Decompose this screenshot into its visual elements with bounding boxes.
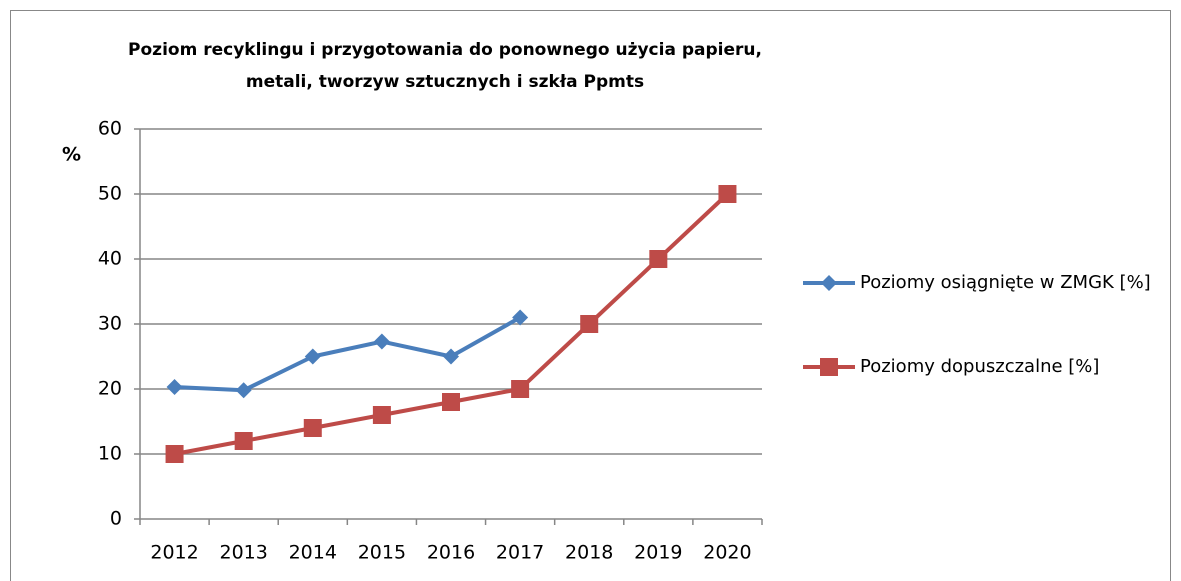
x-tick-label: 2019	[634, 542, 682, 564]
x-tick-label: 2017	[496, 542, 544, 564]
legend-label: Poziomy dopuszczalne [%]	[860, 356, 1100, 377]
data-point	[718, 185, 737, 203]
data-point	[234, 432, 253, 450]
x-tick-label: 2018	[565, 542, 613, 564]
legend-marker	[821, 275, 837, 291]
data-point	[512, 309, 529, 326]
x-tick-label: 2012	[150, 542, 198, 564]
data-point	[303, 419, 322, 437]
data-point	[443, 348, 459, 365]
x-tick-label: 2013	[219, 542, 267, 564]
chart-border	[10, 10, 1171, 581]
data-point	[511, 380, 530, 398]
data-point	[649, 250, 668, 268]
x-tick-label: 2014	[289, 542, 337, 564]
y-tick-label: 0	[110, 508, 122, 530]
y-tick-label: 60	[98, 118, 122, 140]
x-tick-label: 2016	[427, 542, 475, 564]
legend-marker	[820, 358, 838, 376]
y-tick-label: 20	[98, 378, 122, 400]
chart-title: Poziom recyklingu i przygotowania do pon…	[128, 40, 762, 92]
y-tick-label: 50	[98, 183, 122, 205]
data-point	[442, 393, 460, 411]
series-line	[174, 315, 522, 393]
x-tick-label: 2015	[358, 542, 406, 564]
data-point	[235, 382, 252, 399]
y-tick-label: 40	[98, 248, 122, 270]
legend-label: Poziomy osiągnięte w ZMGK [%]	[860, 272, 1151, 293]
data-point	[304, 348, 321, 365]
data-point	[580, 315, 599, 333]
data-point	[372, 406, 391, 424]
y-axis-label: %	[62, 144, 81, 166]
data-point	[165, 445, 184, 463]
y-tick-label: 30	[98, 313, 122, 335]
y-tick-label: 10	[98, 443, 122, 465]
data-point	[373, 333, 390, 350]
data-point	[166, 379, 183, 396]
x-tick-label: 2020	[703, 542, 751, 564]
